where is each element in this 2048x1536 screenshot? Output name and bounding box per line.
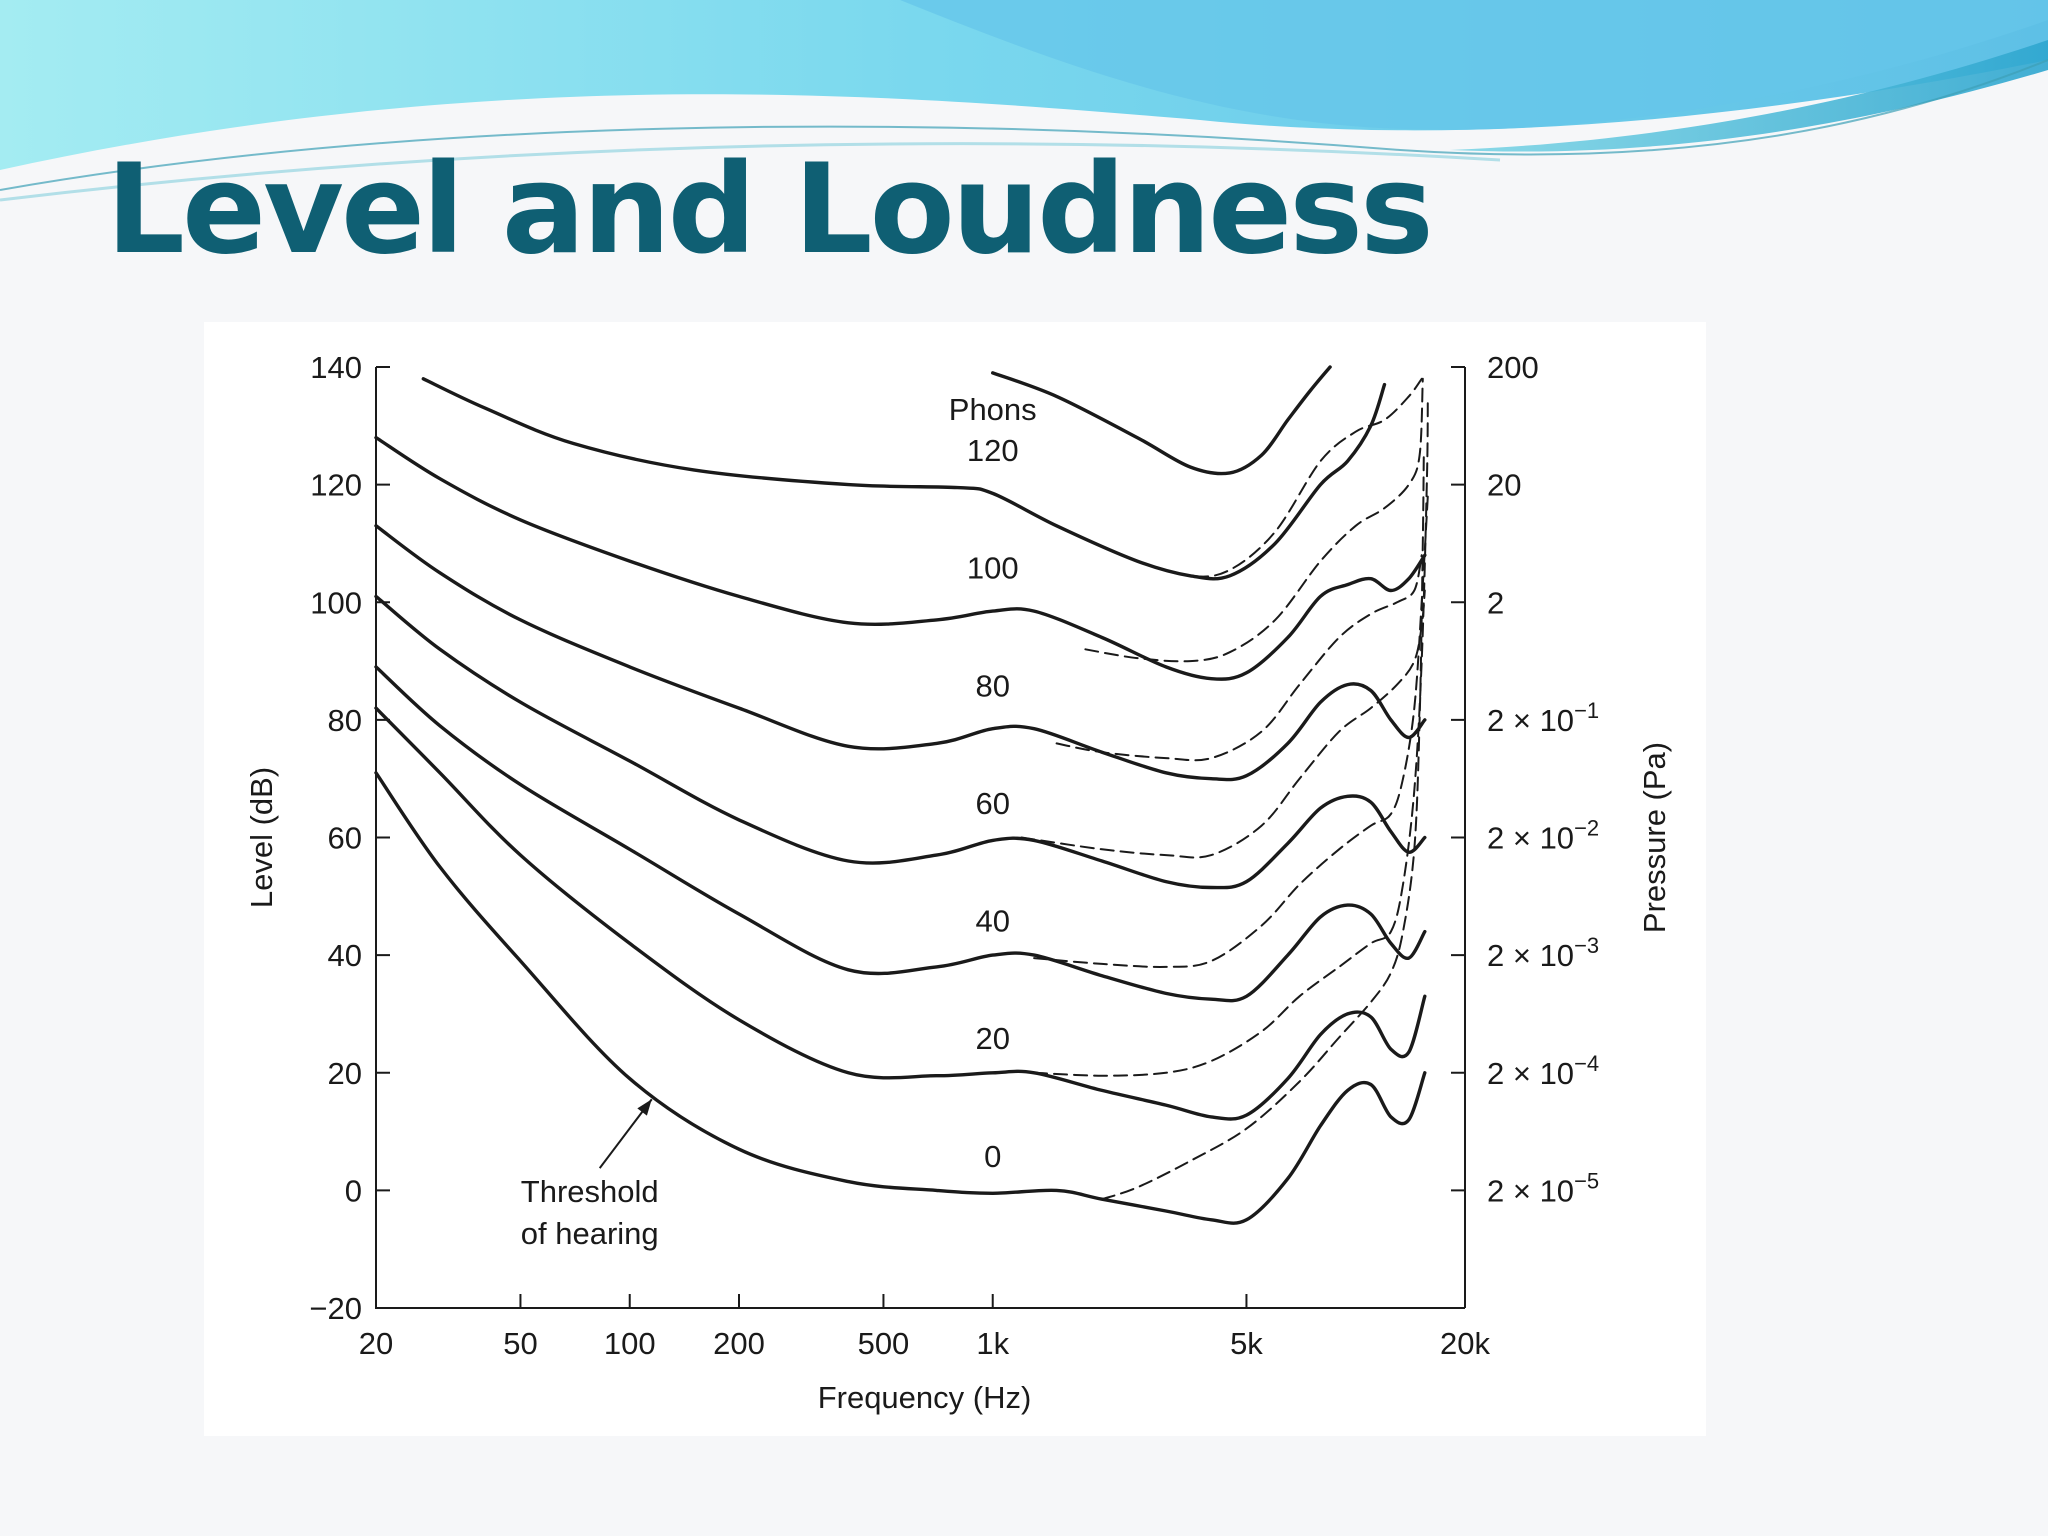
phon-curve-label: 60: [975, 786, 1009, 821]
phon-curve-label: 120: [967, 433, 1019, 468]
y-tick-label: 80: [328, 703, 362, 738]
x-tick-label: 200: [713, 1326, 765, 1361]
y-tick-label: 60: [328, 821, 362, 856]
x-tick-label: 5k: [1230, 1326, 1263, 1361]
y2-tick-label: 2: [1487, 585, 1504, 620]
y-tick-label: −20: [309, 1291, 362, 1326]
equal-loudness-chart: 20 50 100 200 500 1k 5k 20k−2002040608010012014…: [244, 350, 1672, 1415]
phon-curve-label: 80: [975, 668, 1009, 703]
phon-curve: [374, 706, 1427, 1121]
banner-swoosh-line: [0, 59, 2048, 191]
banner-swoosh-line-2: [0, 142, 1501, 202]
phon-curve-label: 0: [984, 1139, 1001, 1174]
y-tick-label: 0: [345, 1173, 362, 1208]
y-tick-label: 40: [328, 938, 362, 973]
phon-curve: [374, 524, 1427, 782]
x-tick-label: 50: [503, 1326, 537, 1361]
y2-tick-label: 2 × 10−1: [1487, 698, 1599, 738]
phon-curve: [421, 377, 1387, 581]
banner-wave-top: [900, 0, 2048, 130]
y2-tick-label: 200: [1487, 350, 1539, 385]
annotation-arrow-head: [637, 1099, 652, 1116]
phon-curve: [374, 594, 1427, 890]
phon-curve: [374, 435, 1427, 681]
y-tick-label: 120: [310, 468, 362, 503]
dashed-loudness-curve: [1020, 589, 1426, 859]
y2-tick-label: 2 × 10−2: [1487, 816, 1599, 856]
x-tick-label: 500: [858, 1326, 910, 1361]
phon-curve-label: 100: [967, 551, 1019, 586]
y2-tick-label: 2 × 10−3: [1487, 933, 1599, 973]
threshold-annotation-text: of hearing: [521, 1216, 659, 1251]
chart-panel: 20 50 100 200 500 1k 5k 20k −20 0 20 40 60 80 100 120 14…: [204, 322, 1706, 1436]
chart-curve-labels: 120 100 80 60 40 20 0 Phons: [949, 392, 1037, 1174]
phon-curve: [374, 771, 1427, 1225]
y-axis-title: Level (dB): [244, 767, 279, 908]
phon-curve: [374, 665, 1427, 1003]
x-axis-title: Frequency (Hz): [818, 1380, 1032, 1415]
chart-annotations: Threshold of hearing: [521, 1098, 659, 1251]
y2-axis-title: Pressure (Pa): [1637, 742, 1672, 933]
phon-curve-label: 20: [975, 1021, 1009, 1056]
dashed-loudness-curve: [1136, 377, 1423, 578]
dashed-loudness-curve: [1084, 377, 1424, 663]
chart-axes: 20 50 100 200 500 1k 5k 20k−2002040608010012014…: [244, 350, 1672, 1415]
phon-curve: [991, 365, 1332, 476]
y-tick-label: 140: [310, 350, 362, 385]
x-tick-label: 20: [359, 1326, 393, 1361]
x-tick-label: 1k: [976, 1326, 1009, 1361]
x-tick-label: 20k: [1440, 1326, 1490, 1361]
x-tick-label: 100: [604, 1326, 656, 1361]
phons-header-label: Phons: [949, 392, 1037, 427]
dashed-loudness-curve: [1055, 554, 1423, 762]
chart-curves: [374, 365, 1429, 1225]
dashed-loudness-curve: [1101, 454, 1425, 1201]
y2-tick-label: 20: [1487, 468, 1521, 503]
y-tick-label: 100: [310, 585, 362, 620]
y2-tick-label: 2 × 10−4: [1487, 1051, 1599, 1091]
y2-tick-label: 2 × 10−5: [1487, 1168, 1599, 1208]
banner-wave-accent: [1450, 40, 2048, 152]
threshold-annotation-text: Threshold: [521, 1174, 659, 1209]
phon-curve-label: 40: [975, 904, 1009, 939]
dashed-loudness-curve: [1033, 395, 1429, 1077]
y-tick-label: 20: [328, 1056, 362, 1091]
dashed-loudness-curve: [1033, 495, 1429, 968]
slide-title: Level and Loudness: [106, 138, 1434, 282]
